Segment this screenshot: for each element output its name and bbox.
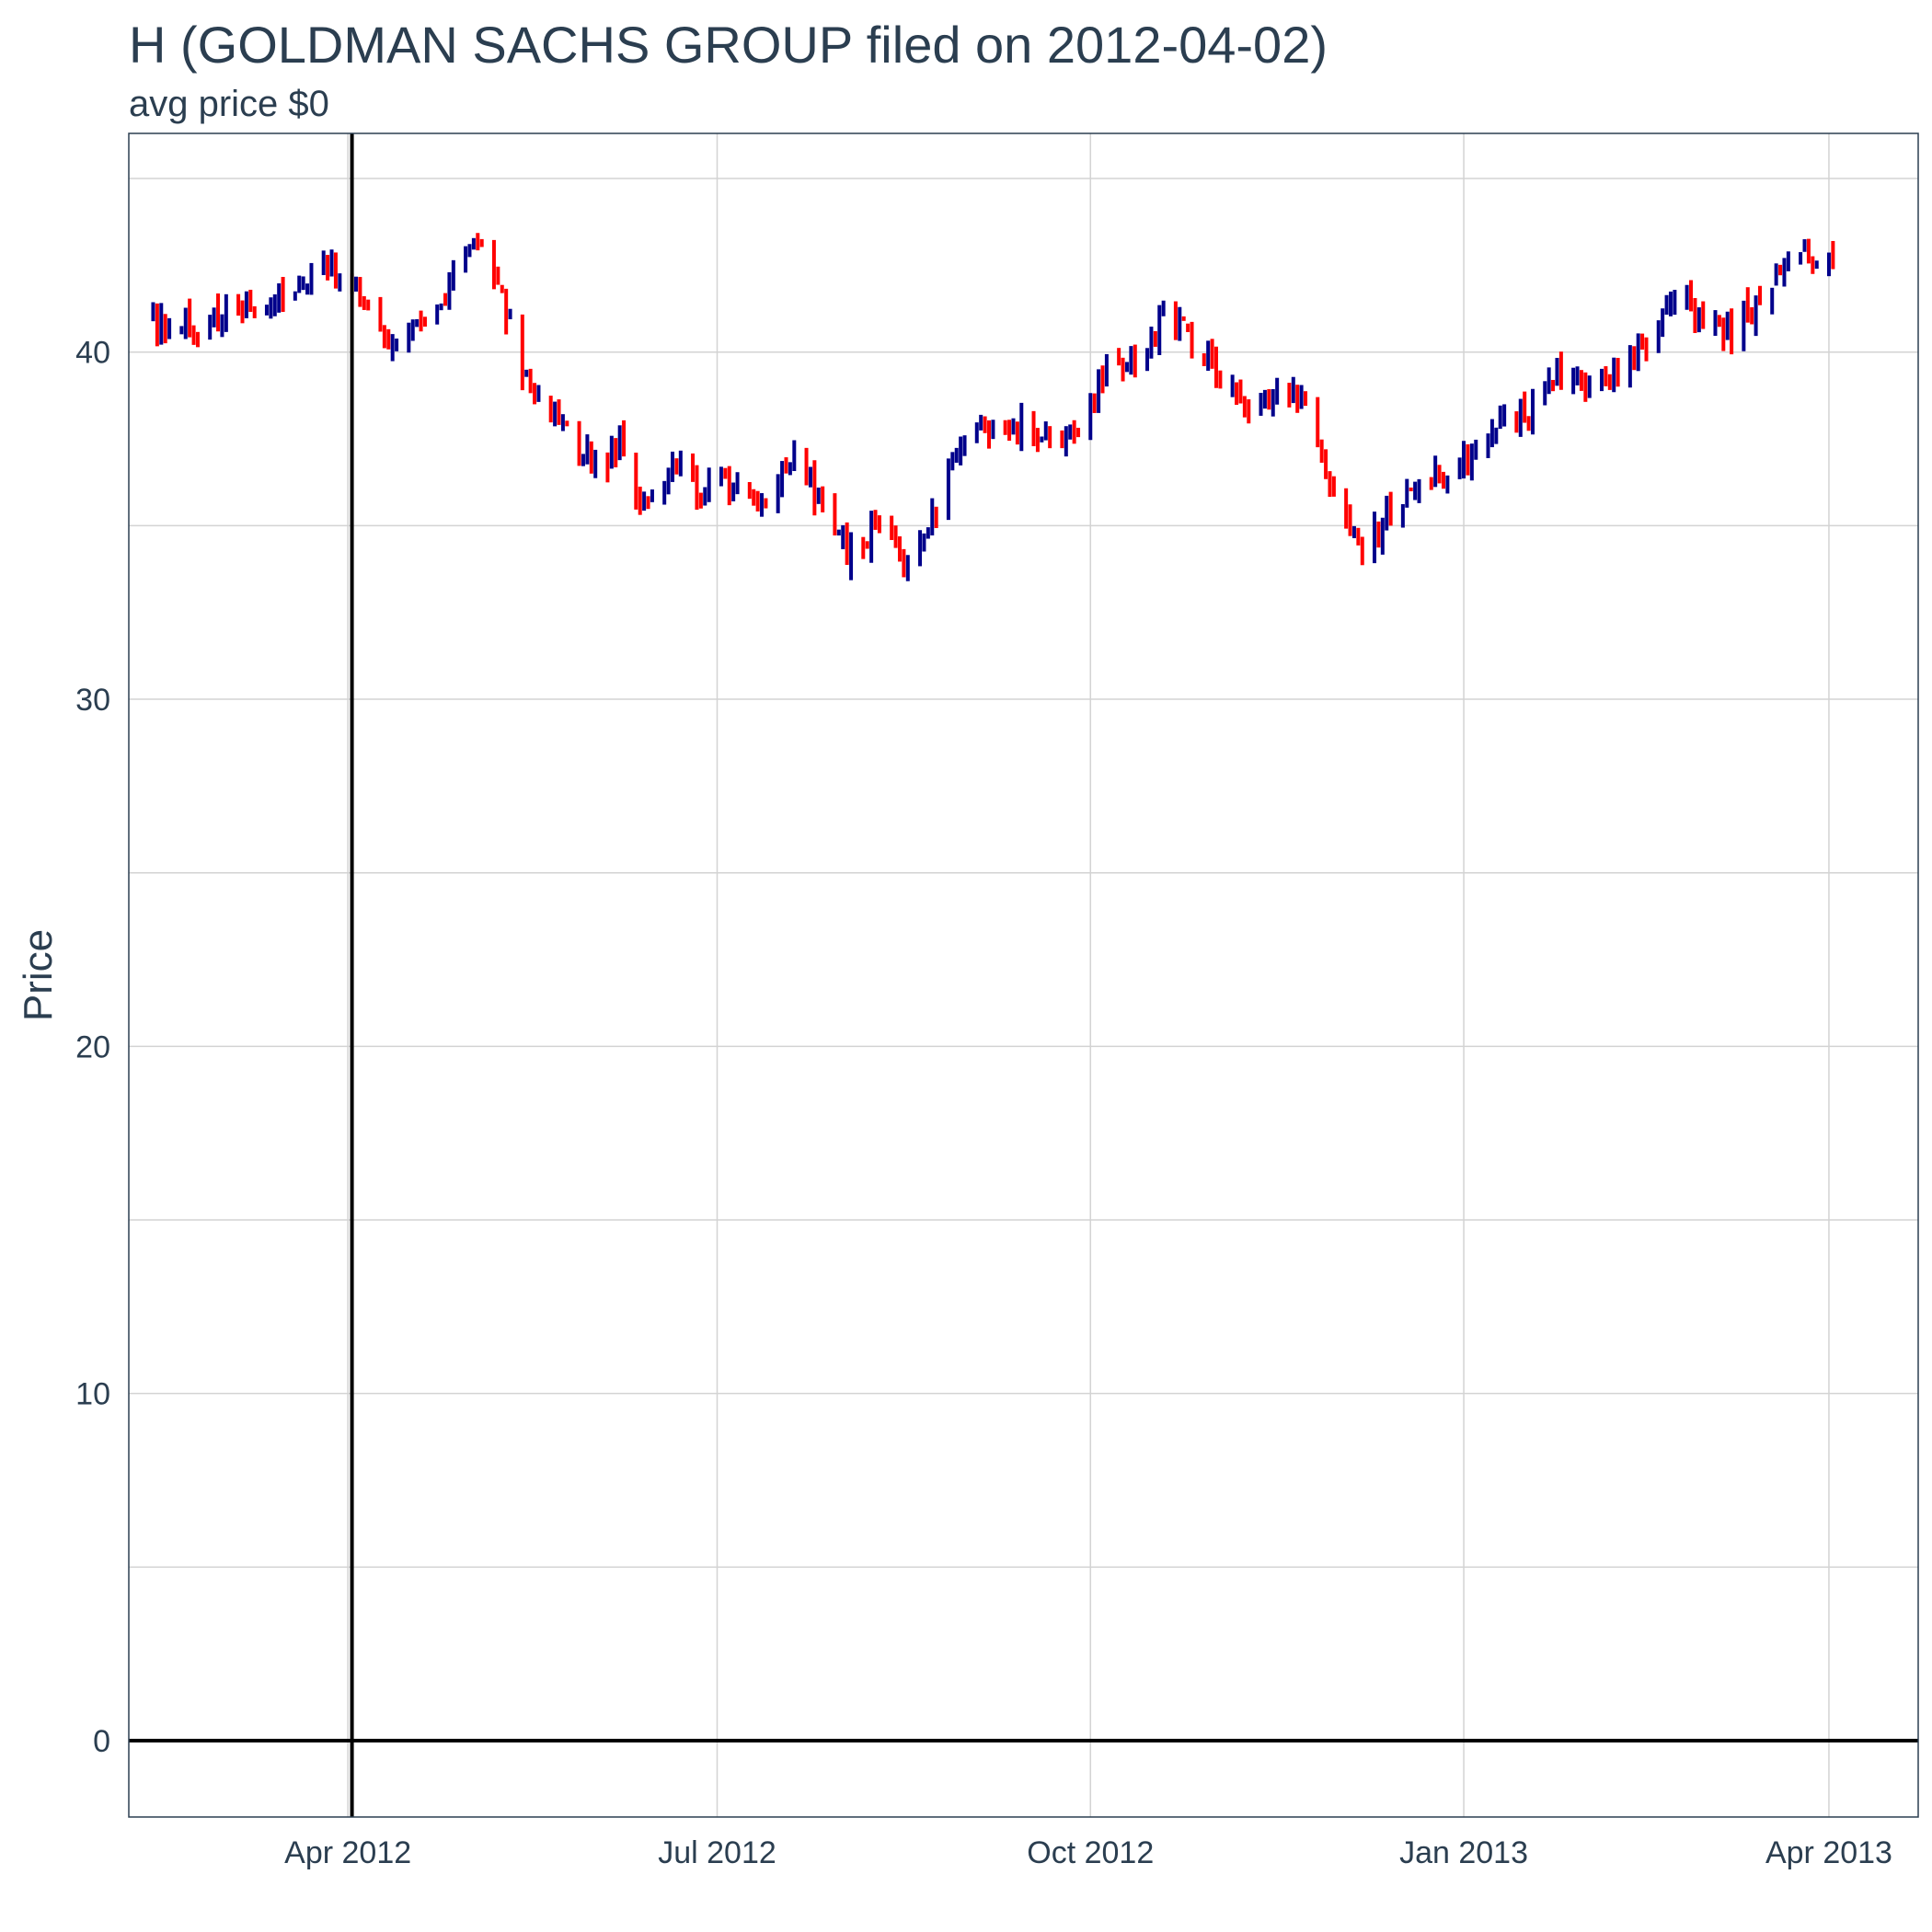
x-tick-label: Oct 2012	[1027, 1835, 1154, 1870]
y-tick-label: 10	[75, 1377, 110, 1412]
y-tick-label: 0	[93, 1724, 110, 1759]
y-axis-title: Price	[16, 929, 61, 1021]
x-tick-label: Apr 2012	[284, 1835, 411, 1870]
plot-area: 0 10 20 30 40 Apr 2012 Jul 2012 Oct 2012 Jan 201…	[75, 132, 1919, 1870]
x-tick-label: Apr 2013	[1765, 1835, 1892, 1870]
y-tick-label: 20	[75, 1029, 110, 1064]
chart-title: H (GOLDMAN SACHS GROUP filed on 2012-04-…	[129, 16, 1328, 74]
panel-border	[128, 132, 1919, 1818]
chart-subtitle: avg price $0	[129, 84, 329, 124]
x-tick-label: Jul 2012	[658, 1835, 776, 1870]
y-tick-label: 30	[75, 683, 110, 718]
x-tick-label: Jan 2013	[1399, 1835, 1528, 1870]
y-tick-label: 40	[75, 336, 110, 371]
